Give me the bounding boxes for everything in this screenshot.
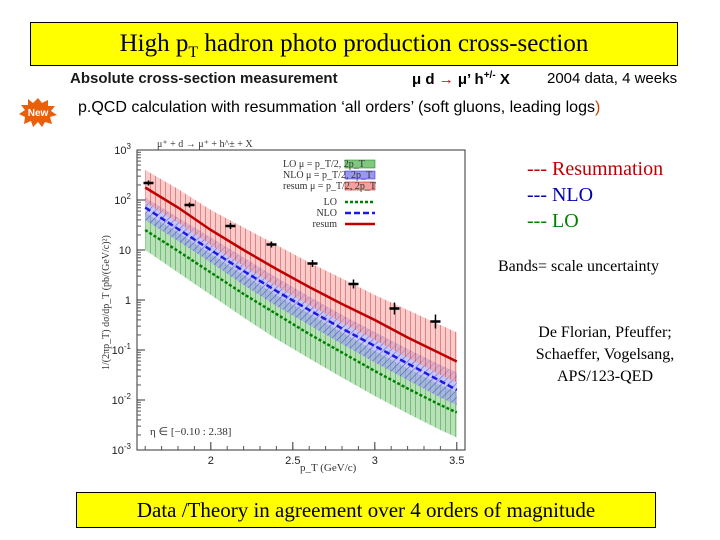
pqcd-text: p.QCD calculation with resummation ‘all …: [78, 99, 595, 116]
inner-legend-line-label: resum: [313, 219, 338, 230]
reaction-mu-out: μ: [453, 71, 468, 88]
new-badge-burst: [19, 98, 57, 127]
data-point: [143, 180, 154, 186]
inner-legend-band-swatch: [344, 170, 376, 180]
legend-lo: --- LO: [527, 210, 579, 232]
lines-layer: [144, 186, 458, 414]
title-text-rest: hadron photo production cross-section: [198, 30, 589, 57]
new-badge: New: [19, 98, 57, 127]
lo-line: [144, 228, 458, 414]
inner-legend-band-swatch: [344, 159, 376, 169]
reaction-arrow: →: [438, 71, 454, 88]
inner-legend-band-label: NLO μ = p_T/2, 2p_T: [283, 170, 372, 181]
y-tick-label: 1: [125, 295, 131, 307]
slide-title: High pT hadron photo production cross-se…: [30, 22, 678, 66]
axis-layer: 2 2.5 3 3.5 10-3 10-2 10-1 1 10 102 103: [112, 142, 465, 467]
data-point: [225, 223, 236, 229]
reaction-label: μ d → μ’ h+/- X: [412, 70, 510, 88]
y-axis-label: 1/(2πp_T) dσ/dp_T (pb/(GeV/c)²): [101, 235, 112, 370]
reaction-mu: μ: [412, 71, 422, 88]
inner-legend-band-label: LO μ = p_T/2, 2p_T: [283, 159, 365, 170]
eta-label: η ∈ [−0.10 : 2.38]: [150, 426, 231, 438]
inner-legend-band-label: resum μ = p_T/2, 2p_T: [283, 181, 376, 192]
legend-resummation: --- Resummation: [527, 158, 664, 180]
data-point: [266, 241, 277, 248]
new-badge-label: New: [28, 108, 49, 119]
process-label: μ⁺ + d → μ⁺ + h^± + X: [157, 139, 253, 150]
x-tick-label: 3: [372, 455, 378, 467]
points-layer: [143, 180, 441, 329]
data-point: [348, 279, 359, 289]
x-axis-label: p_T (GeV/c): [300, 462, 357, 474]
credit-block: De Florian, Pfeuffer; Schaeffer, Vogelsa…: [500, 322, 710, 388]
cross-section-chart: 2 2.5 3 3.5 10-3 10-2 10-1 1 10 102 103 μ⁺ + d → μ…: [101, 139, 466, 474]
legend-nlo: --- NLO: [527, 184, 594, 206]
reaction-d: d: [421, 71, 439, 88]
x-tick-label: 2.5: [285, 455, 300, 467]
y-tick-label: 10: [119, 245, 131, 257]
pqcd-description: p.QCD calculation with resummation ‘all …: [78, 99, 600, 117]
reaction-hadron: ’ h: [467, 71, 484, 88]
resum-band-hatch: [145, 170, 457, 383]
data-point: [184, 202, 195, 208]
x-tick-label: 3.5: [449, 455, 464, 467]
inner-legend-line-label: LO: [324, 197, 337, 208]
x-tick-label: 2: [208, 455, 214, 467]
data-point: [430, 314, 441, 329]
inner-legend-band-swatch: [344, 181, 376, 191]
title-subscript: T: [188, 44, 199, 61]
inner-legend-line-label: NLO: [316, 208, 337, 219]
y-tick-label: 102: [114, 192, 131, 207]
y-tick-label: 10-1: [112, 342, 132, 357]
credit-line: De Florian, Pfeuffer;: [538, 324, 672, 341]
nlo-line: [144, 206, 458, 392]
pqcd-paren: ): [594, 99, 601, 116]
bands-layer: [145, 170, 457, 438]
conclusion-banner: Data /Theory in agreement over 4 orders …: [76, 492, 656, 528]
bands-note: Bands= scale uncertainty: [498, 258, 659, 275]
data-point: [307, 260, 318, 267]
reaction-charge: +/-: [483, 70, 496, 81]
y-tick-label: 10-3: [112, 442, 132, 457]
credit-line: APS/123-QED: [556, 368, 653, 385]
credit-line: Schaeffer, Vogelsang,: [535, 346, 675, 363]
reaction-x: X: [495, 71, 510, 88]
data-period-label: 2004 data, 4 weeks: [547, 70, 678, 87]
data-point: [389, 302, 400, 315]
y-tick-label: 103: [114, 142, 131, 157]
resum-line: [144, 186, 458, 363]
y-tick-label: 10-2: [112, 392, 132, 407]
title-text: High p: [119, 30, 189, 57]
measurement-label: Absolute cross-section measurement: [70, 70, 338, 87]
